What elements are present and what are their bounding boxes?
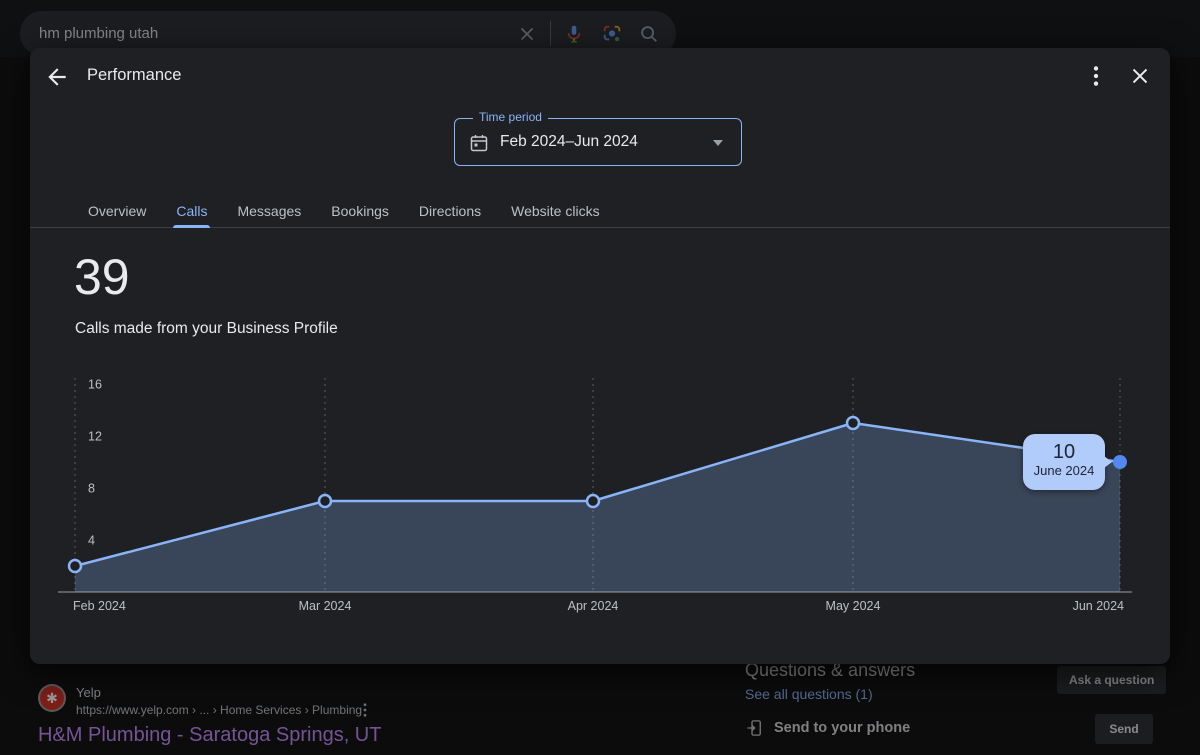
performance-panel: Performance Time period Feb 2024–Jun 202… — [30, 48, 1170, 664]
tab-calls[interactable]: Calls — [176, 194, 207, 227]
back-arrow-icon[interactable] — [44, 64, 70, 90]
svg-text:4: 4 — [88, 534, 95, 548]
chart-tooltip: 10 June 2024 — [1023, 434, 1105, 490]
svg-text:12: 12 — [88, 430, 102, 444]
svg-text:Apr 2024: Apr 2024 — [568, 599, 619, 613]
time-period-value: Feb 2024–Jun 2024 — [500, 133, 638, 151]
tab-messages[interactable]: Messages — [237, 194, 301, 227]
tooltip-value: 10 — [1023, 441, 1105, 463]
time-period-label: Time period — [473, 110, 548, 124]
time-period-dropdown[interactable]: Time period Feb 2024–Jun 2024 — [454, 118, 742, 166]
chevron-down-icon — [713, 140, 723, 146]
svg-text:May 2024: May 2024 — [826, 599, 881, 613]
tooltip-label: June 2024 — [1023, 463, 1105, 479]
close-icon[interactable] — [1127, 63, 1153, 89]
panel-header: Performance — [30, 48, 1170, 104]
metric-caption: Calls made from your Business Profile — [75, 320, 338, 338]
svg-text:8: 8 — [88, 482, 95, 496]
panel-title: Performance — [87, 66, 181, 85]
metric-tabs: Overview Calls Messages Bookings Directions W… — [30, 194, 1170, 228]
tab-bookings[interactable]: Bookings — [331, 194, 389, 227]
more-options-icon[interactable] — [1083, 63, 1109, 89]
calls-chart: 4 8 12 16 Feb 2024 Mar 2024 Apr 2024 May 2024 Ju… — [30, 370, 1170, 632]
tab-directions[interactable]: Directions — [419, 194, 481, 227]
metric-total: 39 — [74, 248, 130, 306]
svg-text:16: 16 — [88, 378, 102, 392]
svg-text:Jun 2024: Jun 2024 — [1073, 599, 1124, 613]
calendar-icon — [469, 133, 489, 153]
svg-text:Feb 2024: Feb 2024 — [73, 599, 126, 613]
svg-text:Mar 2024: Mar 2024 — [299, 599, 352, 613]
tab-website-clicks[interactable]: Website clicks — [511, 194, 599, 227]
tab-overview[interactable]: Overview — [88, 194, 146, 227]
